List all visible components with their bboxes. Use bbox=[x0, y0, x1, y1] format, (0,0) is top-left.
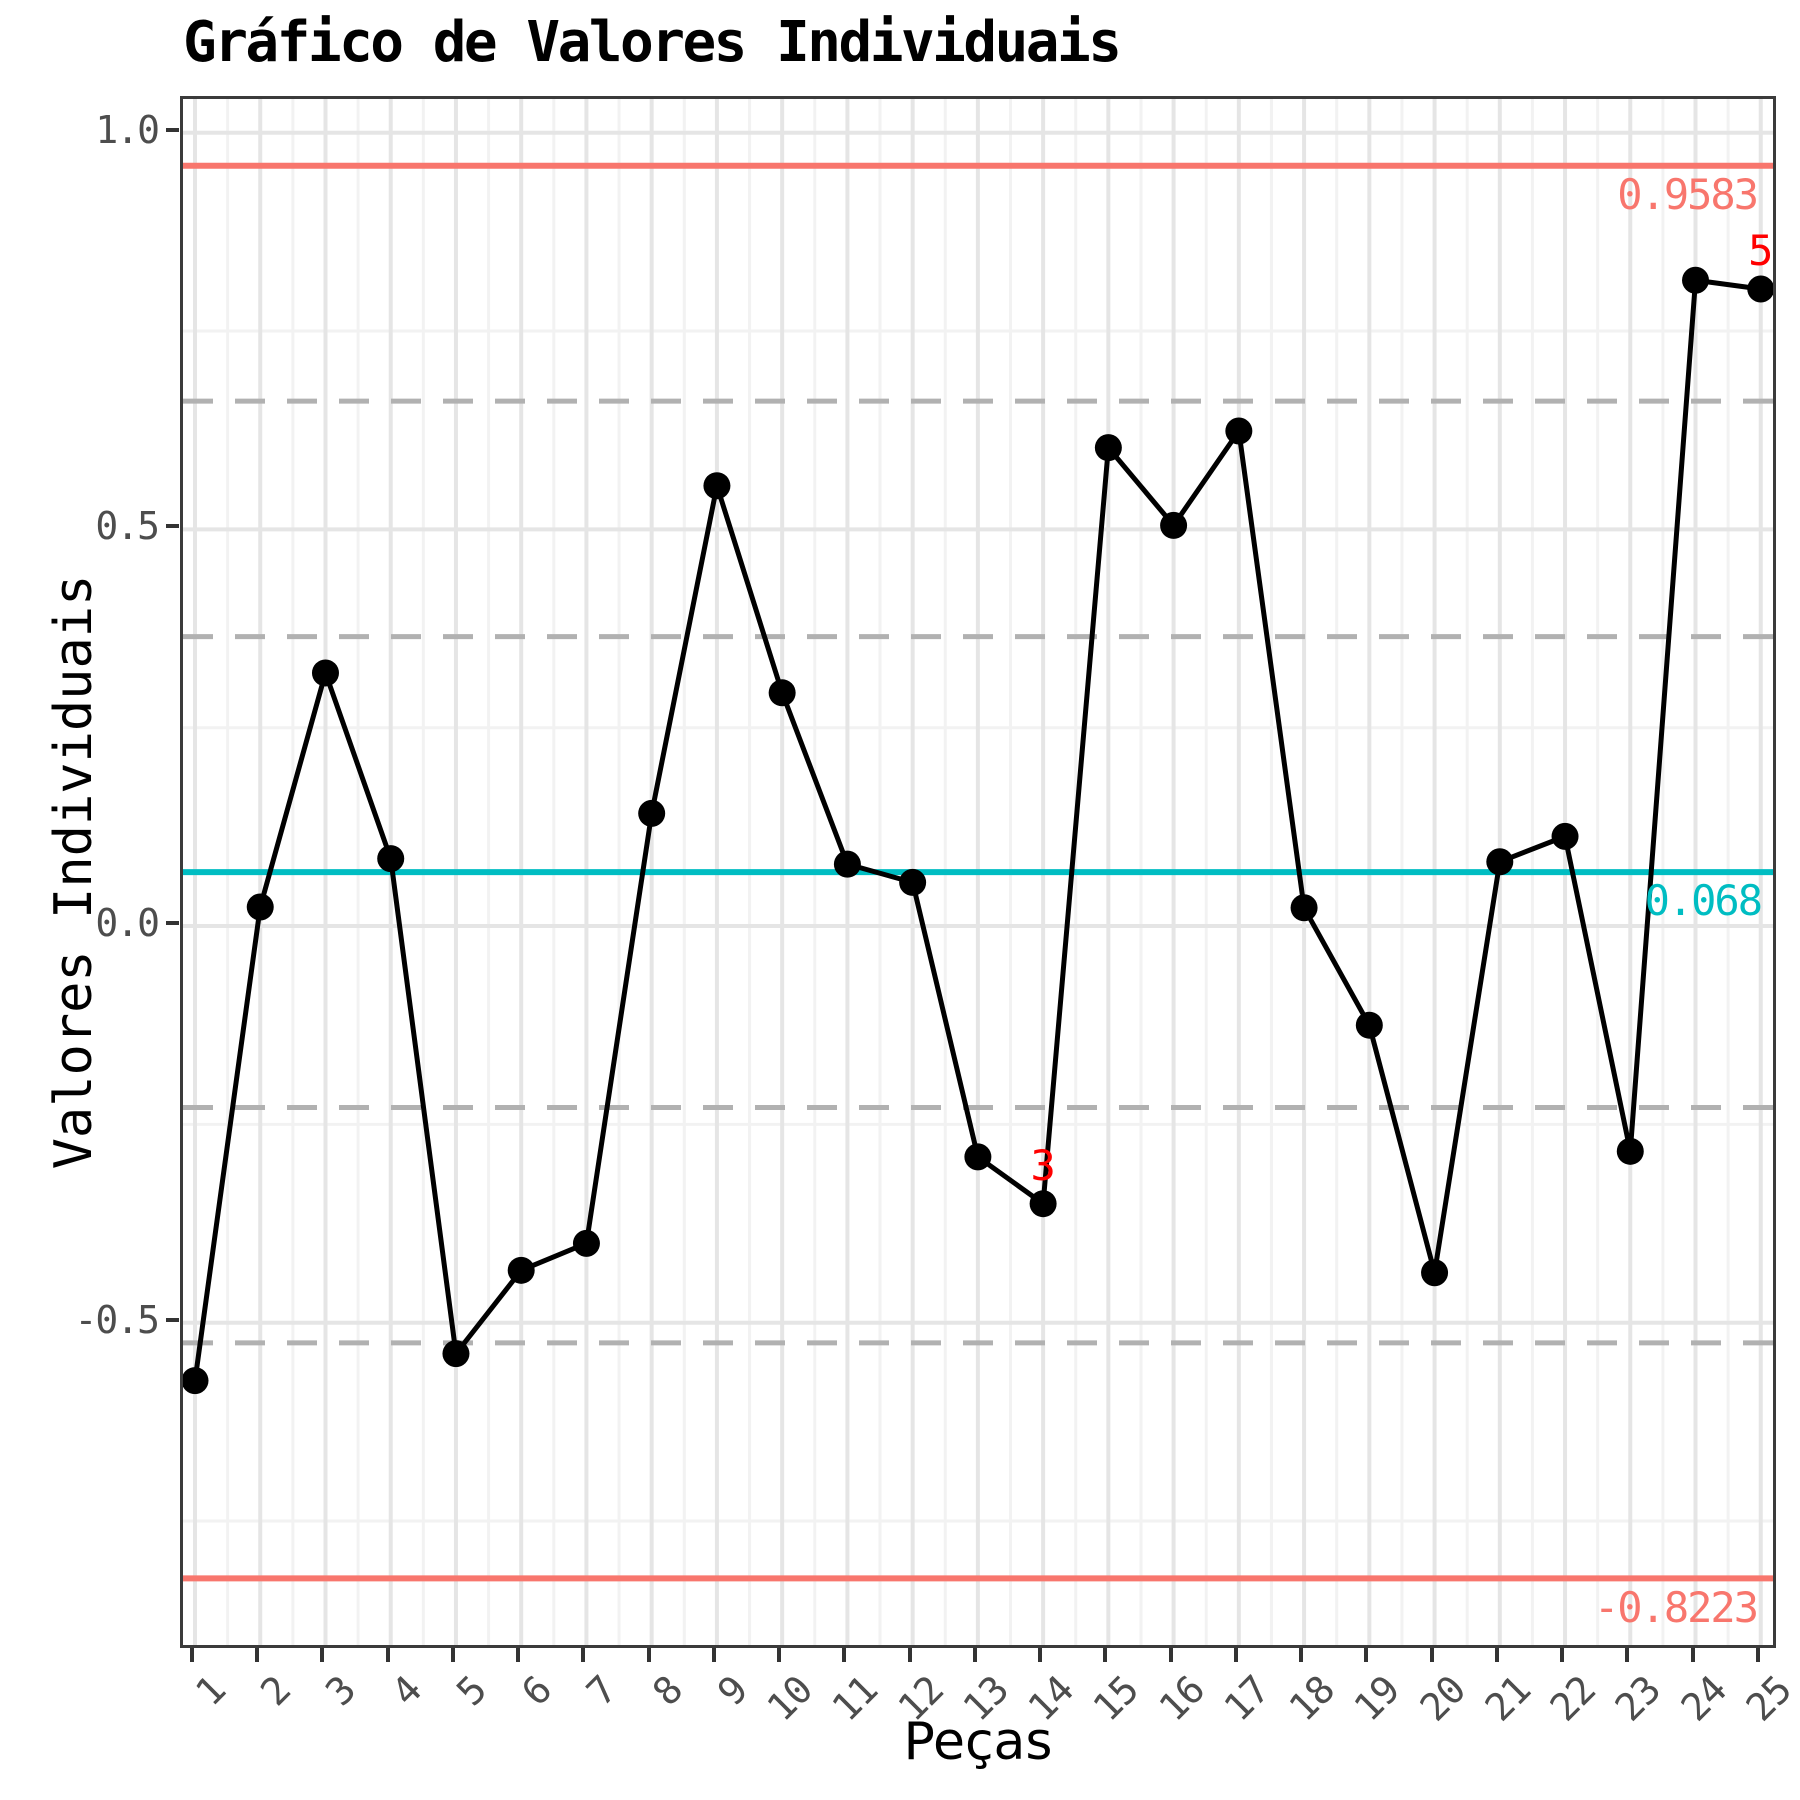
data-point bbox=[768, 679, 796, 707]
y-tick-mark bbox=[166, 921, 179, 926]
y-tick-label: -0.5 bbox=[74, 1297, 160, 1342]
data-point bbox=[1225, 417, 1253, 445]
x-tick-mark bbox=[777, 1648, 782, 1662]
data-point bbox=[899, 868, 927, 896]
center-value-label: 0.068 bbox=[1644, 876, 1763, 925]
data-point bbox=[1290, 894, 1318, 922]
data-point bbox=[1160, 511, 1188, 539]
data-point bbox=[703, 472, 731, 500]
data-point bbox=[572, 1229, 600, 1257]
chart-title: Gráfico de Valores Individuais bbox=[183, 10, 1122, 75]
data-point bbox=[1486, 848, 1514, 876]
y-tick-mark bbox=[166, 127, 179, 132]
point-annotation: 3 bbox=[1030, 1140, 1056, 1190]
x-tick-mark bbox=[1364, 1648, 1369, 1662]
x-tick-mark bbox=[516, 1648, 521, 1662]
x-tick-mark bbox=[1429, 1648, 1434, 1662]
lcl-value-label: -0.8223 bbox=[1593, 1583, 1759, 1632]
data-point bbox=[246, 893, 274, 921]
data-point bbox=[1682, 266, 1710, 294]
y-tick-label: 0.0 bbox=[95, 901, 160, 946]
x-tick-mark bbox=[450, 1648, 455, 1662]
ucl-value-label: 0.9583 bbox=[1617, 170, 1759, 219]
x-axis-title: Peças bbox=[903, 1712, 1053, 1772]
point-annotation: 5 bbox=[1748, 225, 1774, 275]
data-point bbox=[1421, 1259, 1449, 1287]
x-tick-mark bbox=[972, 1648, 977, 1662]
data-point bbox=[833, 850, 861, 878]
data-point bbox=[507, 1256, 535, 1284]
x-tick-mark bbox=[320, 1648, 325, 1662]
data-point bbox=[183, 1367, 209, 1395]
data-point bbox=[442, 1340, 470, 1368]
x-tick-mark bbox=[1755, 1648, 1760, 1662]
data-point bbox=[1355, 1011, 1383, 1039]
data-point bbox=[1094, 434, 1122, 462]
x-tick-mark bbox=[1233, 1648, 1238, 1662]
x-tick-mark bbox=[1690, 1648, 1695, 1662]
x-tick-mark bbox=[1103, 1648, 1108, 1662]
x-tick-mark bbox=[1560, 1648, 1565, 1662]
data-point bbox=[1029, 1190, 1057, 1218]
data-point bbox=[1747, 275, 1773, 303]
data-point bbox=[377, 845, 405, 873]
x-tick-mark bbox=[190, 1648, 194, 1662]
y-tick-label: 1.0 bbox=[95, 107, 160, 152]
plot-canvas bbox=[183, 99, 1773, 1645]
x-tick-mark bbox=[1494, 1648, 1499, 1662]
x-tick-mark bbox=[711, 1648, 716, 1662]
y-tick-label: 0.5 bbox=[95, 504, 160, 549]
data-point bbox=[1616, 1137, 1644, 1165]
x-tick-mark bbox=[385, 1648, 390, 1662]
data-point bbox=[311, 659, 339, 687]
plot-panel: 0.9583 -0.8223 0.068 3 5 bbox=[180, 96, 1776, 1648]
data-point bbox=[1551, 822, 1579, 850]
y-axis-title: Valores Individuais bbox=[44, 574, 104, 1170]
x-tick-mark bbox=[646, 1648, 651, 1662]
y-tick-mark bbox=[166, 1317, 179, 1322]
x-tick-mark bbox=[1168, 1648, 1173, 1662]
data-point bbox=[638, 799, 666, 827]
x-tick-mark bbox=[581, 1648, 586, 1662]
x-tick-mark bbox=[1038, 1648, 1043, 1662]
data-point bbox=[964, 1143, 992, 1171]
x-tick-mark bbox=[1625, 1648, 1630, 1662]
x-tick-mark bbox=[255, 1648, 260, 1662]
x-tick-mark bbox=[1299, 1648, 1304, 1662]
x-tick-mark bbox=[842, 1648, 847, 1662]
x-tick-mark bbox=[907, 1648, 912, 1662]
y-tick-mark bbox=[166, 524, 179, 529]
